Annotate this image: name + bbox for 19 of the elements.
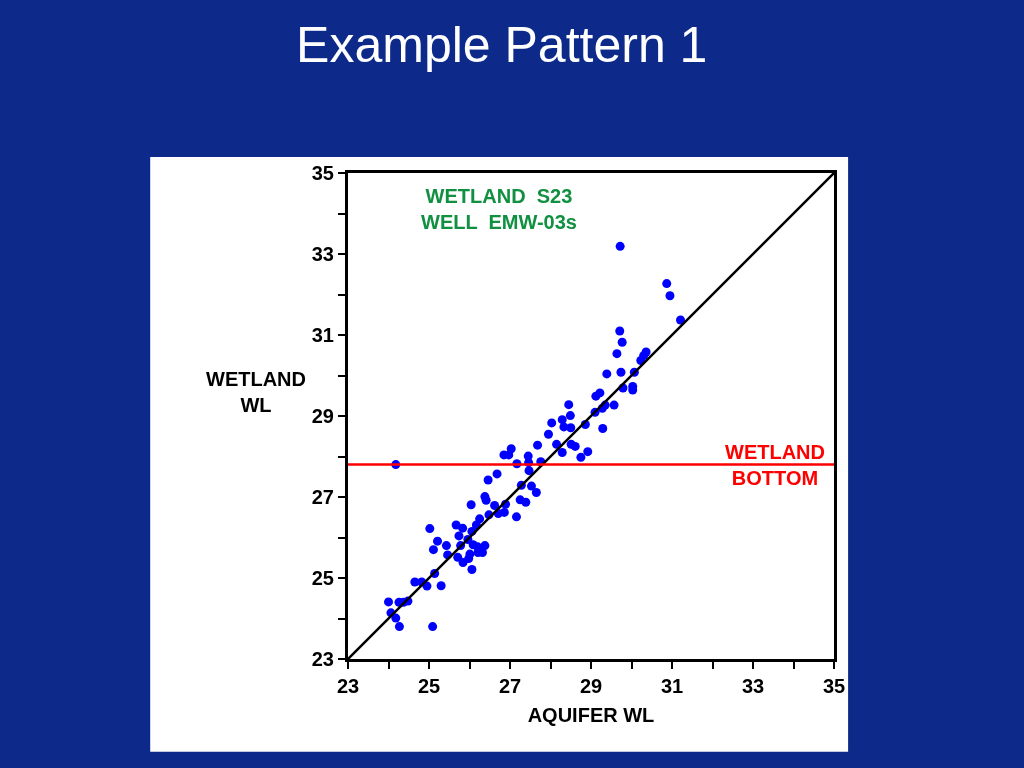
y-tick-label: 25 <box>311 567 334 589</box>
x-tick-label: 33 <box>741 675 765 697</box>
y-tick-label: 35 <box>311 162 334 184</box>
x-axis-title: AQUIFER WL <box>527 703 655 726</box>
y-tick-label: 23 <box>311 648 334 670</box>
x-tick-label: 27 <box>498 675 522 697</box>
ref-line-label: WETLAND BOTTOM <box>725 441 825 489</box>
x-tick-label: 35 <box>822 675 846 697</box>
x-tick-label: 23 <box>336 675 360 697</box>
x-tick-label: 25 <box>417 675 441 697</box>
y-axis-title: WETLAND WL <box>206 368 306 416</box>
chart-title: Example Pattern 1 <box>296 16 708 73</box>
y-tick-label: 27 <box>311 486 334 508</box>
annotation: WETLAND S23 WELL EMW-03s <box>421 185 577 233</box>
y-tick-label: 29 <box>311 405 334 427</box>
y-tick-label: 33 <box>311 243 334 265</box>
x-tick-label: 29 <box>579 675 603 697</box>
y-tick-label: 31 <box>311 324 334 346</box>
x-tick-label: 31 <box>660 675 684 697</box>
